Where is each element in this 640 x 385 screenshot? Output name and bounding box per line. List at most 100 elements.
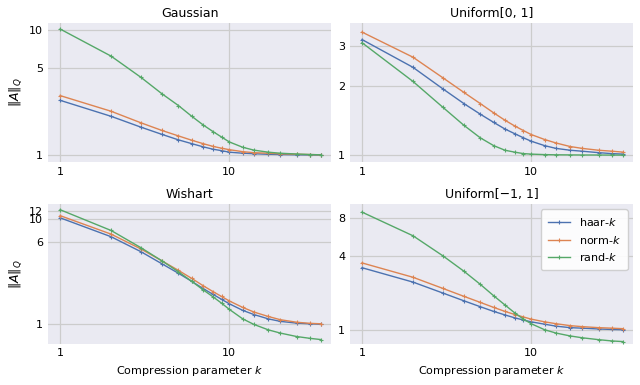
haar-$k$ <box>358 37 366 42</box>
rand-$k$ <box>56 27 64 31</box>
haar-$k$ <box>137 125 145 129</box>
haar-$k$ <box>579 326 586 330</box>
haar-$k$ <box>276 319 284 324</box>
rand-$k$ <box>188 114 196 119</box>
Line: haar-$k$: haar-$k$ <box>360 265 626 332</box>
haar-$k$ <box>317 153 325 157</box>
rand-$k$ <box>250 148 258 152</box>
Line: norm-$k$: norm-$k$ <box>58 213 324 326</box>
haar-$k$ <box>306 321 314 326</box>
norm-$k$ <box>158 128 166 133</box>
norm-$k$ <box>608 326 616 330</box>
norm-$k$ <box>566 144 574 149</box>
rand-$k$ <box>209 295 217 299</box>
rand-$k$ <box>439 105 447 109</box>
rand-$k$ <box>239 316 246 321</box>
rand-$k$ <box>199 288 207 292</box>
Line: rand-$k$: rand-$k$ <box>360 40 626 157</box>
Title: Uniform[0, 1]: Uniform[0, 1] <box>450 7 533 20</box>
haar-$k$ <box>264 152 272 157</box>
rand-$k$ <box>541 327 548 332</box>
haar-$k$ <box>225 301 233 306</box>
Title: Gaussian: Gaussian <box>161 7 218 20</box>
norm-$k$ <box>158 259 166 263</box>
rand-$k$ <box>409 233 417 238</box>
norm-$k$ <box>579 146 586 151</box>
norm-$k$ <box>490 305 497 310</box>
rand-$k$ <box>501 303 509 307</box>
haar-$k$ <box>264 316 272 321</box>
haar-$k$ <box>409 280 417 285</box>
haar-$k$ <box>511 316 518 320</box>
haar-$k$ <box>595 326 602 331</box>
haar-$k$ <box>317 322 325 326</box>
Legend: haar-$k$, norm-$k$, rand-$k$: haar-$k$, norm-$k$, rand-$k$ <box>541 209 627 270</box>
rand-$k$ <box>511 150 518 154</box>
haar-$k$ <box>501 313 509 317</box>
haar-$k$ <box>620 152 627 156</box>
haar-$k$ <box>501 127 509 131</box>
haar-$k$ <box>511 131 518 136</box>
norm-$k$ <box>527 132 535 137</box>
haar-$k$ <box>439 291 447 295</box>
rand-$k$ <box>595 337 602 342</box>
haar-$k$ <box>595 150 602 155</box>
haar-$k$ <box>439 87 447 91</box>
rand-$k$ <box>520 317 527 321</box>
X-axis label: Compression parameter $k$: Compression parameter $k$ <box>116 364 263 378</box>
rand-$k$ <box>239 145 246 150</box>
haar-$k$ <box>566 148 574 152</box>
haar-$k$ <box>199 144 207 149</box>
rand-$k$ <box>292 152 300 156</box>
Line: norm-$k$: norm-$k$ <box>58 93 324 157</box>
norm-$k$ <box>439 75 447 80</box>
rand-$k$ <box>137 75 145 80</box>
norm-$k$ <box>439 286 447 291</box>
norm-$k$ <box>225 147 233 152</box>
rand-$k$ <box>276 331 284 335</box>
rand-$k$ <box>264 150 272 154</box>
rand-$k$ <box>620 153 627 157</box>
norm-$k$ <box>541 137 548 142</box>
rand-$k$ <box>566 152 574 157</box>
rand-$k$ <box>175 103 182 108</box>
rand-$k$ <box>579 153 586 157</box>
Line: haar-$k$: haar-$k$ <box>58 215 324 327</box>
norm-$k$ <box>218 294 225 299</box>
rand-$k$ <box>306 152 314 157</box>
haar-$k$ <box>292 321 300 325</box>
norm-$k$ <box>137 247 145 251</box>
haar-$k$ <box>460 101 468 106</box>
haar-$k$ <box>209 147 217 151</box>
rand-$k$ <box>250 322 258 327</box>
rand-$k$ <box>137 245 145 250</box>
rand-$k$ <box>199 122 207 127</box>
haar-$k$ <box>108 234 115 239</box>
X-axis label: Compression parameter $k$: Compression parameter $k$ <box>418 364 565 378</box>
rand-$k$ <box>541 152 548 157</box>
norm-$k$ <box>527 317 535 321</box>
norm-$k$ <box>501 309 509 314</box>
rand-$k$ <box>218 301 225 306</box>
Line: rand-$k$: rand-$k$ <box>58 27 324 157</box>
haar-$k$ <box>520 136 527 140</box>
haar-$k$ <box>552 324 560 328</box>
norm-$k$ <box>511 124 518 128</box>
haar-$k$ <box>137 249 145 254</box>
rand-$k$ <box>620 339 627 344</box>
haar-$k$ <box>188 141 196 146</box>
Y-axis label: $\|A\|_Q$: $\|A\|_Q$ <box>7 77 24 107</box>
norm-$k$ <box>250 310 258 315</box>
haar-$k$ <box>239 151 246 156</box>
rand-$k$ <box>439 253 447 258</box>
norm-$k$ <box>306 321 314 326</box>
norm-$k$ <box>175 134 182 138</box>
norm-$k$ <box>317 321 325 326</box>
haar-$k$ <box>188 279 196 284</box>
haar-$k$ <box>199 286 207 291</box>
haar-$k$ <box>175 271 182 276</box>
rand-$k$ <box>476 282 484 287</box>
norm-$k$ <box>276 317 284 322</box>
rand-$k$ <box>409 79 417 84</box>
norm-$k$ <box>552 321 560 326</box>
